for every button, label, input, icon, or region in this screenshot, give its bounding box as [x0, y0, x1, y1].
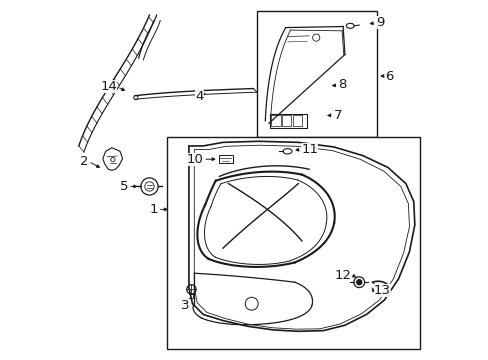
- Text: 1: 1: [149, 203, 158, 216]
- Text: 6: 6: [384, 69, 393, 82]
- Text: 2: 2: [80, 155, 88, 168]
- Bar: [282, 116, 291, 126]
- Text: 10: 10: [186, 153, 203, 166]
- Text: 8: 8: [338, 78, 346, 91]
- Text: 7: 7: [333, 109, 341, 122]
- Bar: [257, 12, 376, 137]
- Bar: [218, 155, 233, 163]
- Text: 5: 5: [119, 180, 128, 193]
- Bar: [269, 114, 306, 128]
- Text: 4: 4: [195, 90, 203, 103]
- Circle shape: [356, 280, 361, 285]
- Bar: [271, 116, 280, 126]
- Text: 13: 13: [373, 284, 390, 297]
- Text: 3: 3: [181, 299, 189, 312]
- Bar: [167, 137, 419, 348]
- Text: 12: 12: [334, 269, 351, 282]
- Text: 9: 9: [376, 17, 384, 30]
- Text: 14: 14: [100, 80, 117, 93]
- Bar: [292, 116, 302, 126]
- Text: 11: 11: [301, 143, 318, 156]
